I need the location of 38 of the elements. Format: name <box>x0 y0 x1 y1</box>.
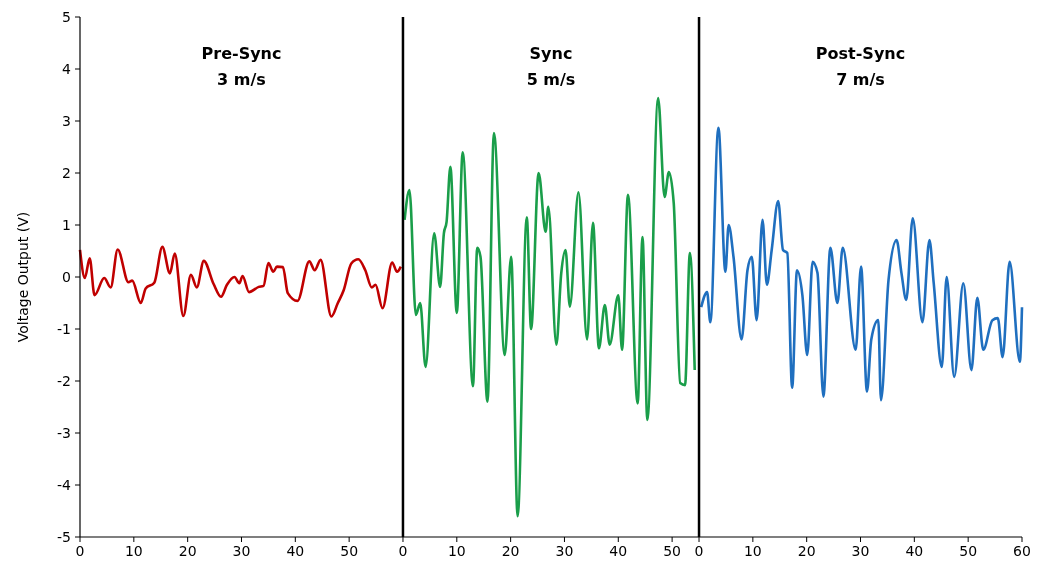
x-tick-label: 30 <box>555 543 574 559</box>
y-axis-title: Voltage Output (V) <box>15 211 31 343</box>
text: 5 m/s <box>526 70 576 89</box>
x-tick-label: 50 <box>663 543 682 559</box>
y-tick-label: -3 <box>57 425 71 441</box>
text: Pre-Sync <box>201 44 282 63</box>
x-tick-label: 30 <box>232 543 251 559</box>
x-tick-label: 50 <box>959 543 978 559</box>
text: Post-Sync <box>815 44 906 63</box>
x-tick-label: 40 <box>286 543 305 559</box>
x-tick-label: 20 <box>178 543 197 559</box>
text: 7 m/s <box>836 70 885 89</box>
y-tick-label: 4 <box>62 61 72 77</box>
x-tick-label: 40 <box>609 543 628 559</box>
y-tick-label: -4 <box>57 477 72 493</box>
y-tick-label: 0 <box>62 269 71 285</box>
x-tick-label: 10 <box>743 543 762 559</box>
text: Sync <box>529 44 573 63</box>
text: 3 m/s <box>217 70 266 89</box>
y-tick-label: -1 <box>57 321 71 337</box>
y-tick-label: -2 <box>57 373 71 389</box>
x-tick-label: 0 <box>75 543 85 559</box>
x-tick-label: 0 <box>694 543 704 559</box>
x-tick-label: 50 <box>340 543 359 559</box>
y-tick-label: -5 <box>57 529 71 545</box>
x-tick-label: 30 <box>851 543 870 559</box>
x-tick-label: 0 <box>398 543 408 559</box>
y-tick-label: 3 <box>62 113 71 129</box>
y-tick-label: 1 <box>62 217 71 233</box>
y-tick-label: 5 <box>62 9 71 25</box>
x-tick-label: 40 <box>905 543 924 559</box>
x-tick-label: 10 <box>124 543 143 559</box>
line-series <box>78 245 403 318</box>
x-tick-label: 20 <box>501 543 520 559</box>
x-tick-label: 10 <box>447 543 466 559</box>
x-tick-label: 20 <box>797 543 816 559</box>
y-tick-label: 2 <box>62 165 71 181</box>
x-tick-label: 60 <box>1013 543 1031 559</box>
